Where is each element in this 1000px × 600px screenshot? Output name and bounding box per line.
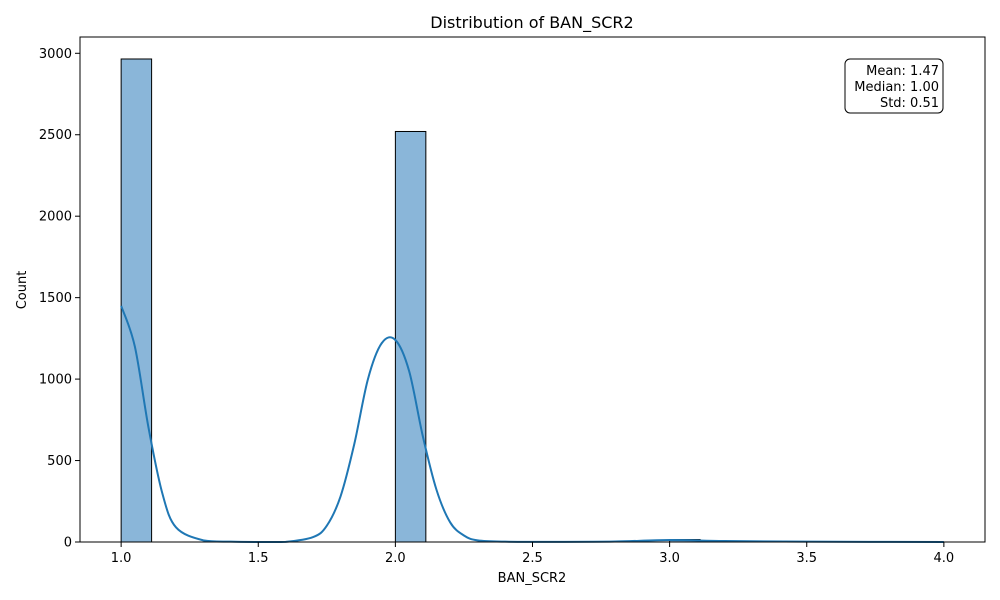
x-tick-label: 3.0 (659, 551, 680, 566)
y-axis-label: Count (15, 271, 30, 310)
y-tick-label: 500 (47, 454, 72, 469)
y-tick-label: 2000 (39, 210, 72, 225)
y-tick-label: 3000 (39, 47, 72, 62)
y-tick-label: 2500 (39, 128, 72, 143)
stats-line: Median: 1.00 (854, 80, 939, 95)
histogram-bar (394, 130, 427, 543)
x-axis-label: BAN_SCR2 (498, 571, 567, 586)
x-tick-label: 4.0 (934, 551, 955, 566)
x-tick-label: 2.5 (522, 551, 543, 566)
y-tick-label: 1000 (39, 373, 72, 388)
x-tick-label: 2.0 (385, 551, 406, 566)
chart-title: Distribution of BAN_SCR2 (430, 13, 633, 33)
histogram-bar (120, 58, 153, 543)
x-tick-label: 1.5 (248, 551, 269, 566)
kde-line (120, 305, 944, 544)
stats-line: Mean: 1.47 (866, 64, 939, 79)
x-axis: 1.0 1.5 2.0 2.5 3.0 3.5 4.0 (111, 542, 954, 566)
y-axis: 0 500 1000 1500 2000 2500 3000 (39, 47, 80, 551)
x-tick-label: 1.0 (111, 551, 132, 566)
stats-box-border (844, 58, 944, 114)
stats-line: Std: 0.51 (880, 96, 939, 111)
y-tick-label: 0 (64, 536, 72, 551)
x-tick-label: 3.5 (796, 551, 817, 566)
y-tick-label: 1500 (39, 291, 72, 306)
